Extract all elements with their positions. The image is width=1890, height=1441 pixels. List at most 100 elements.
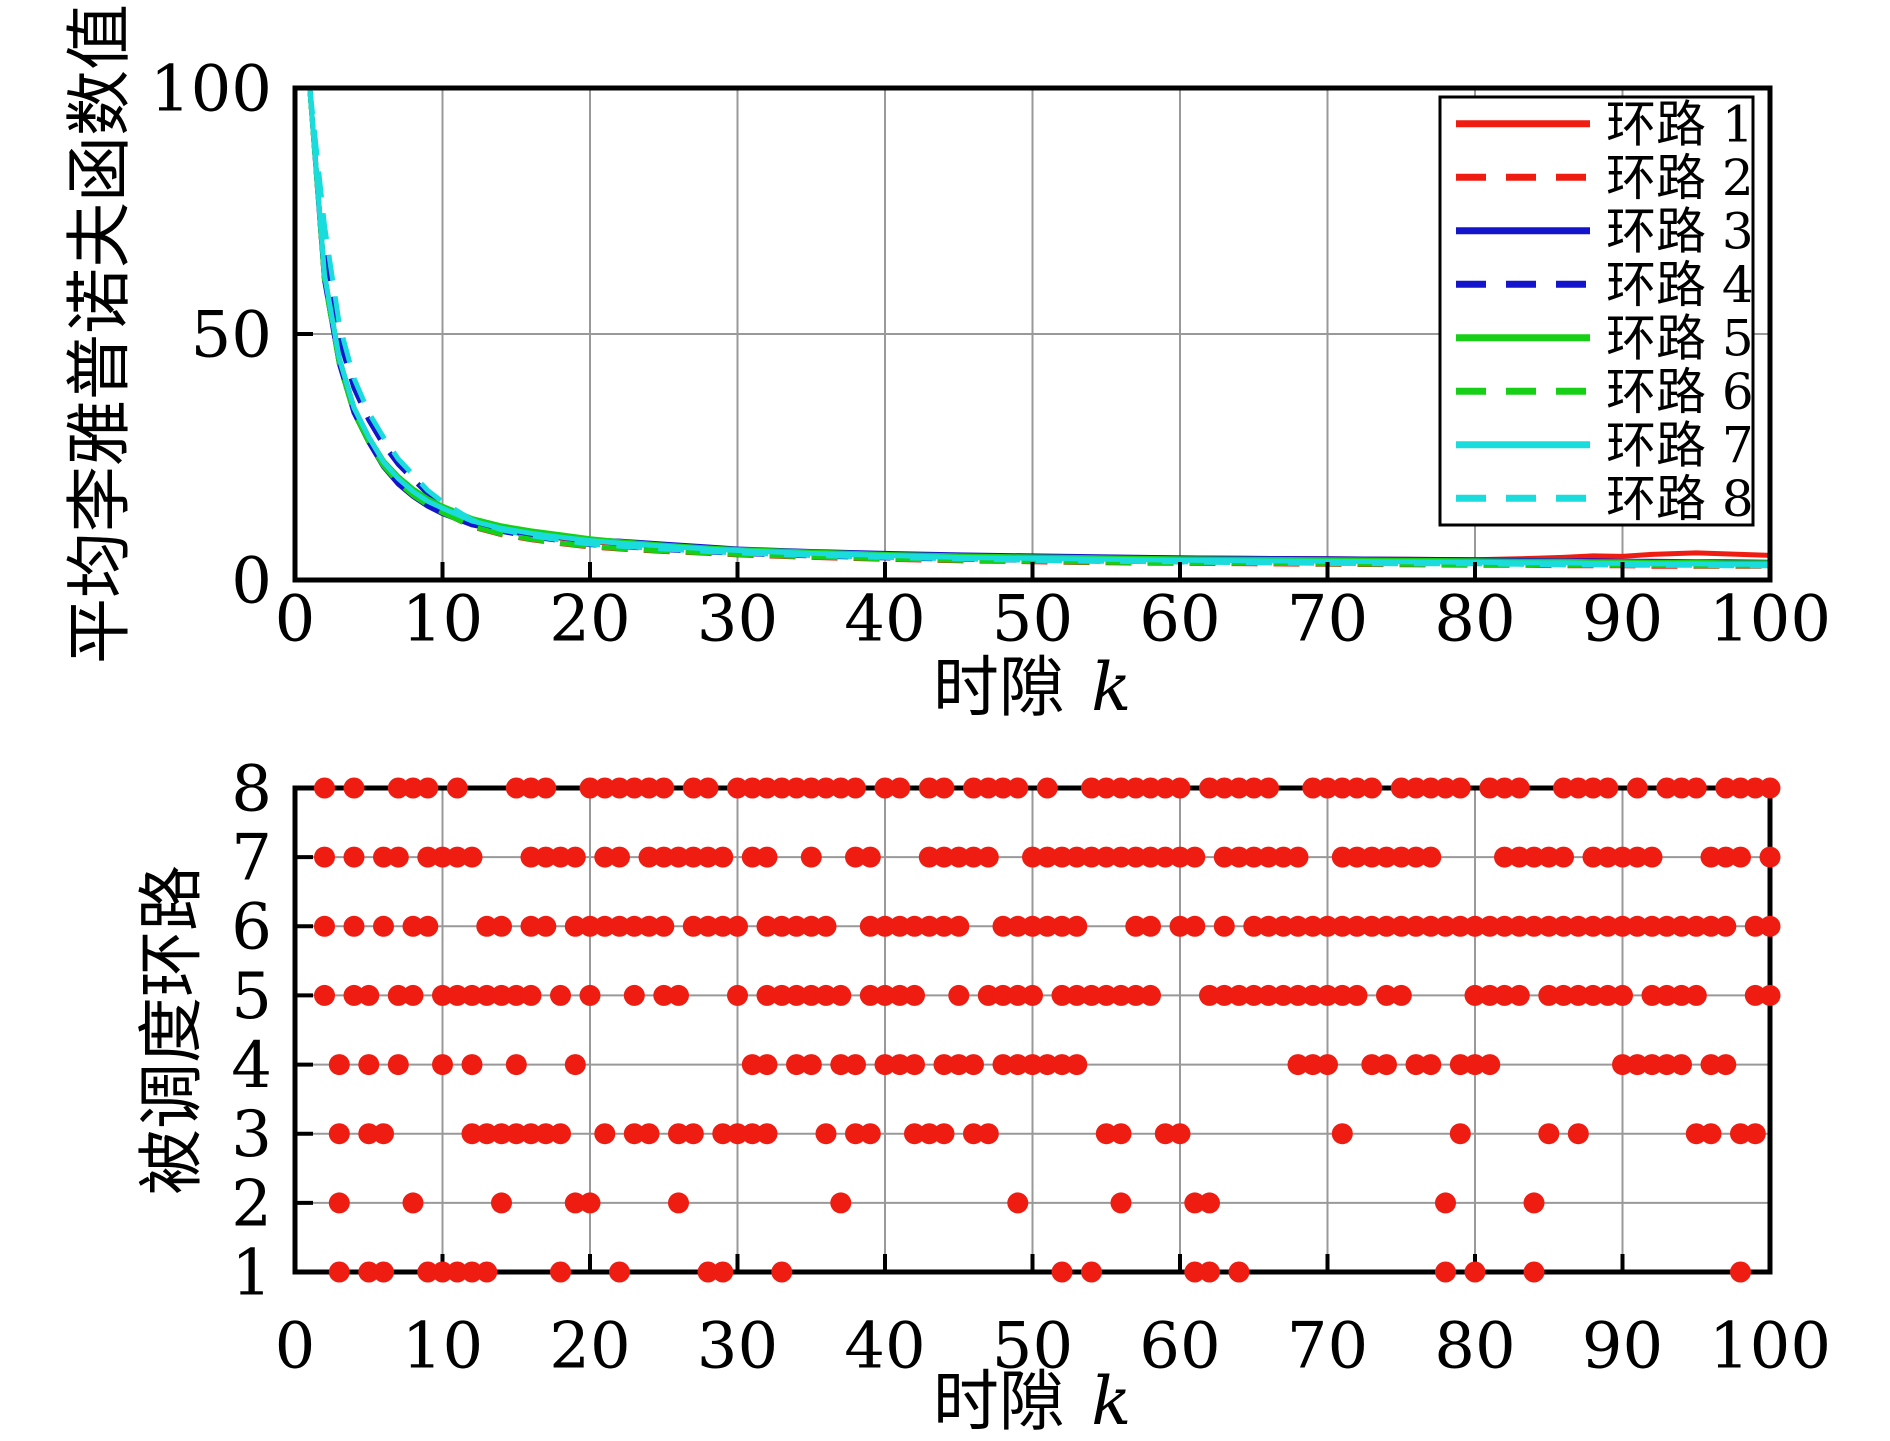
scheduled-dot-loop-7 — [1612, 846, 1633, 868]
scheduled-dot-loop-6 — [1656, 915, 1678, 937]
scheduled-dot-loop-8 — [786, 777, 807, 799]
scheduled-dot-loop-8 — [1626, 777, 1648, 799]
scheduled-dot-loop-6 — [564, 915, 586, 937]
scheduled-dot-loop-8 — [727, 777, 748, 799]
scheduled-dot-loop-5 — [1582, 984, 1604, 1006]
bottom-x-axis-label: 时隙 k — [933, 1369, 1131, 1435]
scheduled-dot-loop-6 — [373, 915, 394, 937]
scheduled-dot-loop-5 — [1051, 984, 1073, 1006]
scheduled-dot-loop-6 — [1140, 915, 1161, 937]
scheduled-dot-loop-8 — [1361, 777, 1383, 799]
scheduled-dot-loop-5 — [491, 984, 512, 1006]
scheduled-dot-loop-5 — [1317, 984, 1338, 1006]
scheduled-dot-loop-3 — [476, 1123, 498, 1145]
scheduled-dot-loop-5 — [668, 984, 689, 1006]
scheduled-dot-loop-8 — [1110, 777, 1132, 799]
scheduled-dot-loop-3 — [1538, 1123, 1560, 1145]
scheduled-dot-loop-3 — [520, 1123, 542, 1145]
scheduled-dot-loop-3 — [682, 1123, 704, 1145]
scheduled-dot-loop-5 — [756, 984, 778, 1006]
scheduled-dot-loop-8 — [1759, 777, 1781, 799]
scheduled-dot-loop-8 — [815, 777, 837, 799]
scheduled-dot-loop-7 — [1715, 846, 1737, 868]
scheduled-dot-loop-6 — [1700, 915, 1722, 937]
top-x-tick-label: 0 — [275, 582, 316, 656]
scheduled-dot-loop-6 — [1641, 915, 1663, 937]
scheduled-dot-loop-8 — [594, 777, 616, 799]
scheduled-dot-loop-6 — [904, 915, 925, 937]
scheduled-dot-loop-7 — [1597, 846, 1619, 868]
scheduled-dot-loop-3 — [1331, 1123, 1353, 1145]
scheduled-dot-loop-7 — [417, 846, 439, 868]
scheduled-dot-loop-8 — [1567, 777, 1589, 799]
scheduled-dot-loop-5 — [446, 984, 468, 1006]
scheduled-dot-loop-7 — [1494, 846, 1515, 868]
top-x-axis-label-text: 时隙 — [932, 649, 1065, 726]
top-chart-tick-labels: 0 10 20 30 40 50 60 70 80 90 100 0 50 100 — [150, 52, 1831, 656]
scheduled-dot-loop-8 — [800, 777, 822, 799]
scheduled-dot-loop-8 — [1125, 777, 1147, 799]
scheduled-dot-loop-6 — [343, 915, 365, 937]
scheduled-dot-loop-4 — [1464, 1054, 1486, 1076]
scheduled-dot-loop-8 — [933, 777, 955, 799]
scheduled-dot-loop-3 — [491, 1123, 512, 1145]
scheduled-dot-loop-7 — [1523, 846, 1545, 868]
legend-label-loop-8: 环路 8 — [1606, 470, 1754, 528]
bottom-x-tick-label: 60 — [1139, 1309, 1220, 1383]
scheduled-dot-loop-1 — [476, 1261, 498, 1283]
scheduled-dot-loop-3 — [963, 1123, 984, 1145]
scheduled-dot-loop-6 — [918, 915, 940, 937]
scheduled-dot-loop-8 — [1479, 777, 1501, 799]
scheduled-dot-loop-5 — [1567, 984, 1589, 1006]
bottom-x-tick-label: 0 — [275, 1309, 316, 1383]
scheduled-dot-loop-6 — [491, 915, 512, 937]
scheduled-dot-loop-5 — [1597, 984, 1619, 1006]
scheduled-dot-loop-7 — [432, 846, 453, 868]
top-x-tick-label: 40 — [844, 582, 925, 656]
scheduled-dot-loop-7 — [314, 846, 335, 868]
top-y-tick-label: 0 — [231, 544, 272, 618]
scheduled-dot-loop-8 — [977, 777, 999, 799]
scheduled-dot-loop-1 — [1730, 1261, 1751, 1283]
scheduled-dot-loop-3 — [1567, 1123, 1589, 1145]
scheduled-dot-loop-8 — [1036, 777, 1058, 799]
scheduled-dot-loop-6 — [520, 915, 542, 937]
scheduled-dot-loop-1 — [328, 1261, 350, 1283]
scheduled-dot-loop-5 — [992, 984, 1014, 1006]
scheduled-dot-loop-7 — [1125, 846, 1147, 868]
scheduled-dot-loop-4 — [328, 1054, 350, 1076]
top-x-axis-label-var: k — [1091, 649, 1132, 726]
scheduled-dot-loop-3 — [328, 1123, 350, 1145]
scheduled-dot-loop-5 — [727, 984, 748, 1006]
scheduled-dot-loop-7 — [1700, 846, 1722, 868]
scheduled-dot-loop-7 — [1553, 846, 1574, 868]
scheduled-dot-loop-8 — [741, 777, 763, 799]
scheduled-dot-loop-6 — [756, 915, 778, 937]
scheduled-dot-loop-3 — [918, 1123, 940, 1145]
scheduled-dot-loop-5 — [1671, 984, 1692, 1006]
legend-label-loop-7: 环路 7 — [1606, 416, 1754, 474]
scheduled-dot-loop-4 — [1656, 1054, 1678, 1076]
scheduled-dot-loop-3 — [1154, 1123, 1176, 1145]
scheduled-dot-loop-7 — [1066, 846, 1088, 868]
scheduled-dot-loop-7 — [594, 846, 616, 868]
scheduled-dot-loop-5 — [1007, 984, 1029, 1006]
scheduled-dot-loop-4 — [1066, 1054, 1088, 1076]
top-x-axis-label: 时隙 k — [933, 655, 1131, 721]
scheduled-dot-loop-7 — [668, 846, 689, 868]
scheduled-dot-loop-5 — [1641, 984, 1663, 1006]
scheduled-dot-loop-6 — [1479, 915, 1501, 937]
scheduled-dot-loop-4 — [1287, 1054, 1309, 1076]
scheduled-dot-loop-8 — [992, 777, 1014, 799]
scheduled-dot-loop-7 — [1405, 846, 1427, 868]
scheduled-dot-loop-8 — [1081, 777, 1102, 799]
scheduled-dot-loop-6 — [594, 915, 616, 937]
scheduled-dot-loop-5 — [314, 984, 335, 1006]
scheduled-dot-loop-6 — [314, 915, 335, 937]
scheduled-dot-loop-8 — [579, 777, 601, 799]
scheduled-dot-loop-4 — [948, 1054, 970, 1076]
scheduled-dot-loop-3 — [1169, 1123, 1191, 1145]
scheduled-dot-loop-8 — [1317, 777, 1338, 799]
bottom-x-tick-label: 10 — [402, 1309, 483, 1383]
